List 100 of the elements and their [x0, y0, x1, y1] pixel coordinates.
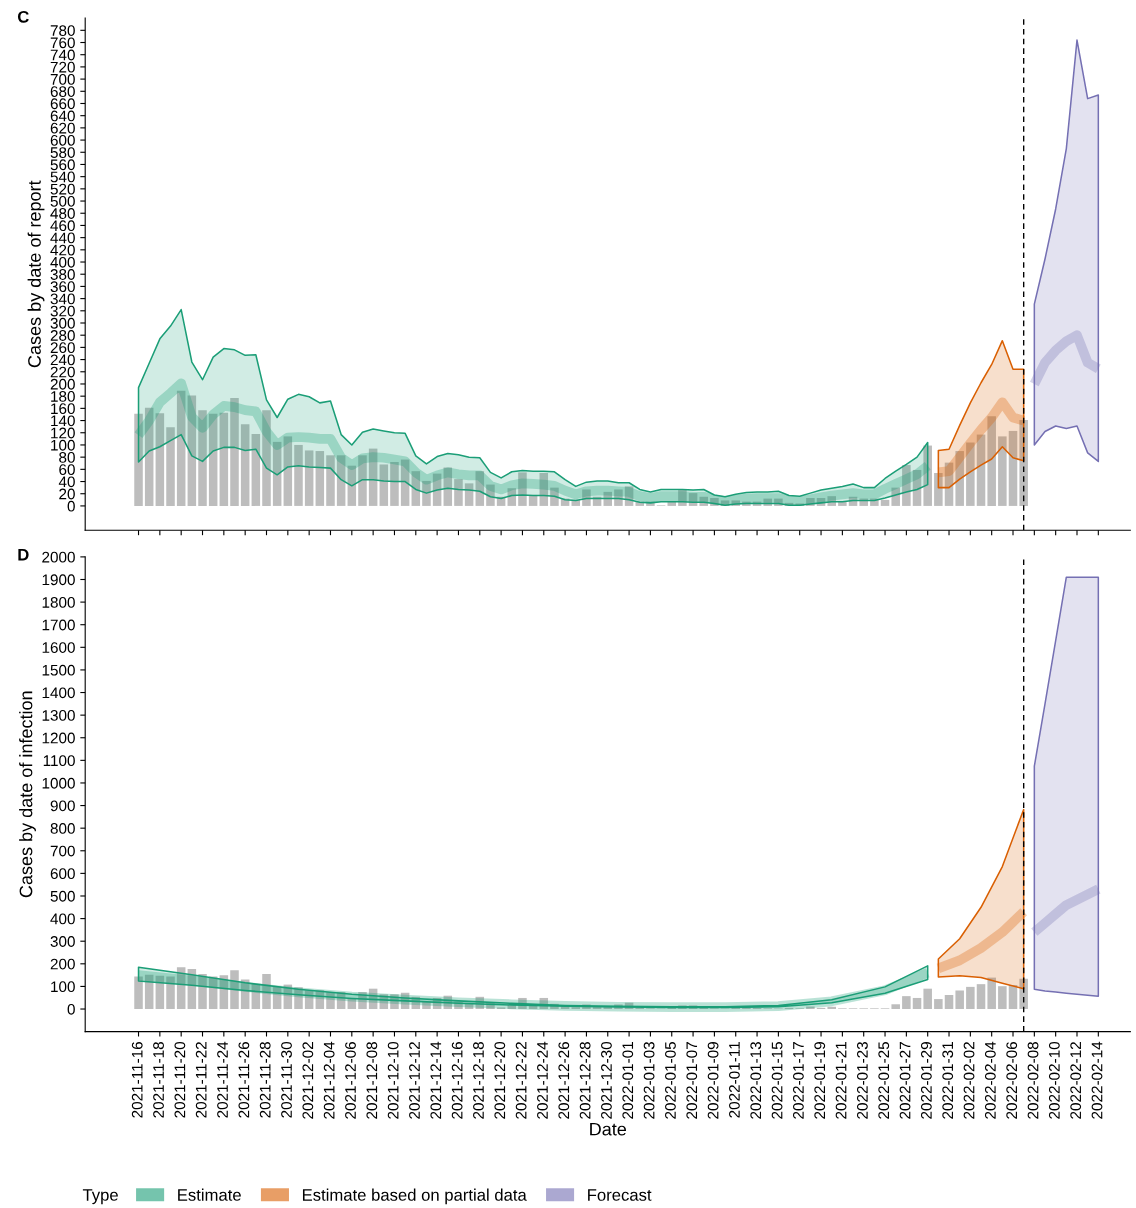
x-tick-label: 2021-11-24	[217, 1041, 228, 1118]
y-tick-label: 60	[59, 464, 75, 476]
legend-label: Forecast	[588, 1189, 652, 1201]
x-tick-label: 2021-12-10	[387, 1041, 399, 1119]
y-tick-label: 400	[50, 256, 75, 268]
x-tick-label: 2022-01-13	[750, 1042, 762, 1119]
x-tick-label: 2022-02-08	[1027, 1042, 1039, 1119]
y-tick-label: 440	[50, 232, 75, 244]
y-tick-label: 220	[50, 366, 75, 378]
x-tick-label: 2021-12-16	[451, 1042, 463, 1119]
y-tick-label: 740	[50, 49, 75, 61]
y-tick-label: 0	[67, 500, 75, 512]
y-tick-label: 360	[50, 281, 75, 293]
y-tick-label: 40	[58, 476, 75, 488]
legend-label: Estimate	[178, 1188, 241, 1201]
x-tick-label: 2021-12-06	[345, 1042, 356, 1119]
y-tick-label: 1600	[42, 642, 75, 653]
x-tick-label: 2021-11-26	[238, 1042, 250, 1118]
x-tick-label: 2022-01-17	[793, 1042, 804, 1119]
x-tick-label: 2021-12-26	[558, 1042, 570, 1119]
y-tick-label: 380	[50, 269, 75, 280]
y-tick-label: 300	[50, 317, 75, 329]
y-tick-label: 240	[50, 354, 75, 366]
x-tick-label: 2021-12-24	[537, 1041, 548, 1119]
x-tick-label: 2022-02-02	[963, 1042, 975, 1119]
y-tick-label: 1500	[42, 664, 75, 676]
y-tick-label: 500	[50, 195, 75, 207]
y-tick-label: 780	[50, 25, 75, 36]
x-tick-label: 2022-01-07	[686, 1042, 698, 1119]
x-tick-label: 2022-01-25	[878, 1041, 890, 1119]
x-tick-label: 2021-11-30	[281, 1041, 292, 1118]
y-tick-label: 260	[50, 342, 75, 354]
x-tick-label: 2022-02-04	[984, 1041, 996, 1119]
y-tick-label: 180	[51, 391, 75, 402]
x-tick-label: 2022-01-23	[856, 1042, 868, 1119]
y-tick-label: 2000	[42, 551, 75, 563]
x-tick-label: 2022-01-09	[707, 1042, 719, 1119]
x-tick-label: 2022-01-03	[643, 1042, 655, 1119]
x-tick-label: 2021-12-02	[302, 1042, 314, 1119]
y-tick-label: 120	[51, 427, 75, 439]
x-tick-label: 2022-01-11	[729, 1042, 740, 1118]
x-tick-label: 2021-12-30	[601, 1041, 612, 1119]
x-tick-label: 2021-11-18	[153, 1042, 164, 1118]
x-tick-label: 2022-01-21	[835, 1042, 847, 1119]
y-tick-label: 200	[50, 378, 75, 390]
chart-title: D	[18, 548, 29, 561]
y-tick-label: 580	[50, 147, 75, 158]
y-tick-label: 540	[50, 171, 75, 183]
y-tick-label: 700	[50, 845, 75, 857]
legend-label: Estimate based on partial data	[302, 1188, 527, 1205]
x-tick-label: 2022-01-29	[920, 1042, 932, 1119]
y-tick-label: 660	[50, 98, 75, 110]
y-tick-label: 160	[51, 403, 75, 415]
chart-title: C	[17, 10, 29, 23]
y-tick-label: 420	[50, 244, 75, 256]
y-tick-label: 300	[50, 936, 75, 947]
y-tick-label: 1700	[42, 619, 75, 631]
x-tick-label: 2022-02-14	[1091, 1041, 1103, 1119]
y-tick-label: 340	[50, 293, 75, 305]
x-tick-label: 2022-01-15	[771, 1041, 783, 1119]
x-tick-label: 2021-12-12	[409, 1042, 420, 1119]
legend-title: Type	[82, 1189, 118, 1205]
x-tick-label: 2021-11-28	[259, 1042, 271, 1118]
x-tick-label: 2021-12-04	[323, 1041, 335, 1119]
x-tick-label: 2022-02-12	[1070, 1042, 1082, 1119]
y-tick-label: 1400	[42, 687, 75, 699]
x-tick-label: 2021-12-20	[494, 1041, 506, 1119]
y-tick-label: 100	[51, 439, 75, 451]
x-tick-label: 2021-11-16	[131, 1042, 143, 1118]
x-tick-label: 2021-11-22	[195, 1042, 207, 1118]
y-tick-label: 520	[50, 183, 75, 195]
y-tick-label: 80	[59, 452, 75, 463]
x-tick-label: 2022-01-01	[622, 1042, 634, 1119]
x-tick-label: 2022-01-05	[665, 1041, 676, 1119]
y-tick-label: 700	[50, 73, 75, 85]
y-tick-label: 20	[59, 488, 75, 500]
y-tick-label: 900	[50, 800, 75, 812]
y-tick-label: 500	[50, 890, 75, 902]
y-tick-label: 460	[50, 220, 75, 232]
x-tick-label: 2022-02-10	[1048, 1041, 1060, 1119]
x-tick-label: 2022-02-06	[1006, 1042, 1018, 1119]
x-tick-label: 2021-11-20	[174, 1041, 186, 1118]
y-tick-label: 1200	[42, 732, 75, 744]
x-tick-label: 2022-01-19	[814, 1042, 826, 1119]
y-tick-label: 600	[50, 868, 75, 880]
y-tick-label: 600	[50, 134, 75, 146]
y-tick-label: 280	[50, 330, 75, 341]
y-axis-title: Cases by date of report	[27, 180, 45, 368]
x-axis-title: Date	[590, 1122, 627, 1136]
x-tick-label: 2021-12-08	[366, 1042, 378, 1119]
y-tick-label: 1800	[42, 596, 75, 608]
y-tick-label: 140	[51, 415, 75, 427]
y-tick-label: 560	[50, 159, 75, 171]
x-tick-label: 2021-12-28	[579, 1042, 591, 1119]
y-tick-label: 1100	[43, 755, 75, 767]
x-tick-label: 2021-12-18	[473, 1042, 484, 1119]
y-tick-label: 680	[50, 86, 75, 97]
y-tick-label: 760	[50, 37, 75, 49]
y-tick-label: 200	[50, 958, 75, 970]
y-tick-label: 1000	[42, 777, 75, 789]
